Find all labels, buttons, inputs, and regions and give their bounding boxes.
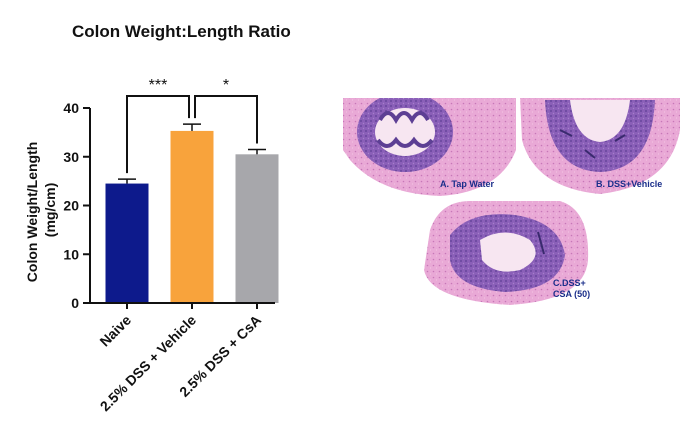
y-tick-label: 10 xyxy=(63,246,79,262)
error-bars xyxy=(118,123,266,184)
histology-label-a: A. Tap Water xyxy=(440,179,495,189)
y-tick-label: 30 xyxy=(63,149,79,165)
y-axis-label-line2: (mg/cm) xyxy=(42,183,58,237)
y-tick-label: 20 xyxy=(63,198,79,214)
y-axis: 0 10 20 30 40 xyxy=(63,100,91,311)
significance-brackets: *** * xyxy=(126,77,258,174)
y-axis-label: Colon Weight/Length (mg/cm) xyxy=(24,138,58,282)
histology-panels: A. Tap Water B. DSS+Vehicle C.DSS+ CSA (… xyxy=(343,98,680,309)
y-tick-label: 0 xyxy=(71,295,79,311)
y-axis-label-line1: Colon Weight/Length xyxy=(24,142,40,283)
x-tick-label: Naive xyxy=(96,312,134,350)
significance-bracket-2 xyxy=(194,95,258,144)
histology-panel-c xyxy=(412,201,592,309)
histology-label-b: B. DSS+Vehicle xyxy=(596,179,662,189)
bar-3 xyxy=(235,154,279,303)
chart-title: Colon Weight:Length Ratio xyxy=(72,22,291,41)
bar-2 xyxy=(170,130,214,303)
significance-label-1: *** xyxy=(149,77,168,94)
bars xyxy=(105,130,279,303)
histology-panel-a xyxy=(343,98,516,198)
histology-panel-b xyxy=(518,98,680,198)
significance-label-2: * xyxy=(223,77,229,94)
bar-1 xyxy=(105,183,149,303)
y-tick-label: 40 xyxy=(63,100,79,116)
histology-label-c: C.DSS+ CSA (50) xyxy=(553,278,590,299)
significance-bracket-1 xyxy=(126,95,190,174)
